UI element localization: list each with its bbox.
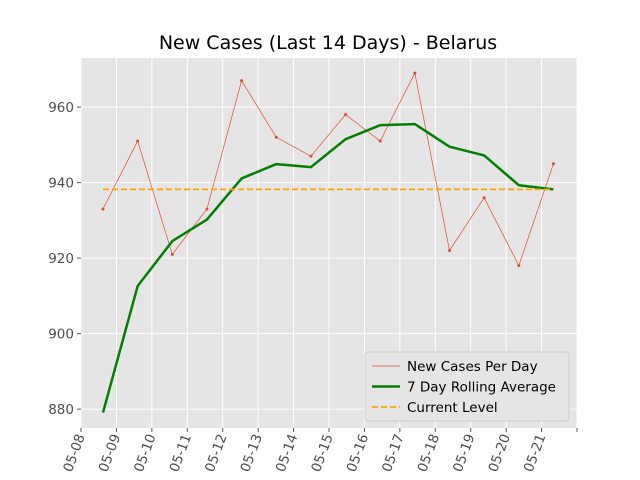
- x-tick-label: 05-20: [485, 432, 513, 474]
- data-point-new-cases: [413, 71, 417, 75]
- legend-label: Current Level: [407, 400, 498, 416]
- series-line-7-day-rolling-average: [101, 122, 554, 413]
- y-tick-label: 880: [48, 402, 74, 418]
- data-point-new-cases: [170, 252, 174, 256]
- x-tick-label: 05-15: [308, 432, 336, 474]
- series-line-new-cases-per-day: [102, 72, 554, 267]
- data-point-new-cases: [448, 249, 451, 253]
- x-tick-label: 05-16: [344, 432, 372, 474]
- x-tick-label: 05-12: [202, 432, 230, 474]
- data-point-new-cases: [482, 196, 486, 200]
- y-axis: 880 900 920 940 960: [48, 100, 81, 418]
- x-tick-label: 05-13: [237, 432, 265, 474]
- x-axis: 05-08 05-09 05-10 05-11 05-12 05-13 05-14 05-15…: [60, 428, 578, 474]
- legend-label: New Cases Per Day: [407, 359, 538, 375]
- data-point-new-cases: [344, 113, 348, 117]
- legend-box: [364, 351, 570, 422]
- chart-title: New Cases (Last 14 Days) - Belarus: [159, 32, 497, 54]
- x-tick-label: 05-21: [521, 432, 549, 474]
- data-point-new-cases: [274, 135, 278, 139]
- x-tick-label: 05-09: [96, 432, 124, 474]
- legend-label: 7 Day Rolling Average: [407, 380, 556, 396]
- x-tick-label: 05-14: [273, 432, 301, 474]
- y-tick-label: 940: [48, 176, 74, 192]
- data-point-new-cases: [378, 139, 382, 143]
- x-tick-label: 05-17: [379, 432, 407, 474]
- x-tick-label: 05-10: [131, 432, 159, 474]
- data-point-new-cases: [101, 207, 105, 211]
- data-point-new-cases: [205, 207, 209, 211]
- data-point-new-cases: [517, 264, 521, 268]
- x-tick-label: 05-18: [415, 432, 443, 474]
- x-tick-label: 05-08: [60, 432, 88, 474]
- y-tick-label: 900: [48, 327, 74, 343]
- series-layer: [101, 71, 555, 413]
- x-tick-label: 05-19: [450, 432, 478, 474]
- y-tick-label: 960: [48, 100, 74, 116]
- data-point-new-cases: [240, 79, 244, 83]
- y-tick-label: 920: [48, 251, 74, 267]
- data-point-new-cases: [309, 154, 313, 158]
- legend: New Cases Per Day 7 Day Rolling Average Cu…: [364, 351, 570, 422]
- data-point-new-cases: [136, 139, 140, 143]
- x-tick-label: 05-11: [167, 432, 195, 474]
- data-point-new-cases: [551, 162, 555, 166]
